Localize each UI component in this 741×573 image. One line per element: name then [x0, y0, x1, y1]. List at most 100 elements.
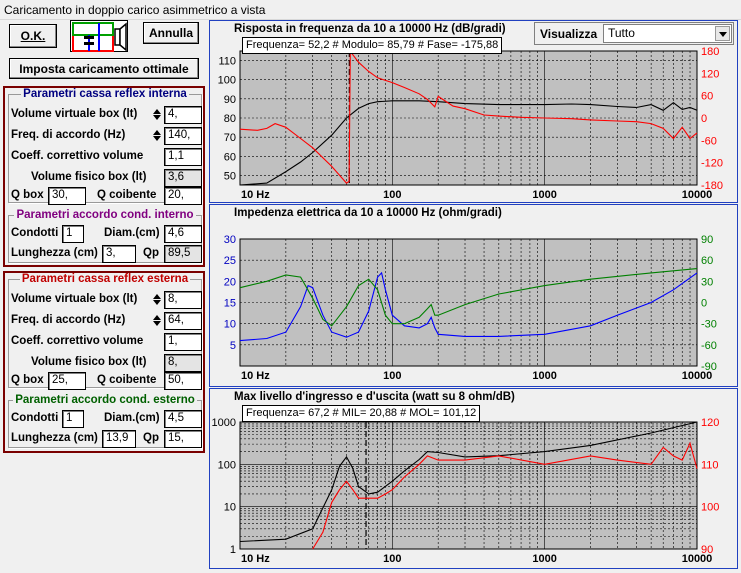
- external-condotti-label: Condotti: [11, 412, 59, 424]
- external-lung-input[interactable]: 13,9: [102, 430, 136, 448]
- external-freq-input[interactable]: 64,: [164, 312, 202, 330]
- visualizza-panel: Visualizza Tutto: [534, 22, 734, 45]
- internal-condotti-label: Condotti: [11, 227, 59, 239]
- internal-lung-input[interactable]: 3,: [102, 245, 136, 263]
- internal-freq-spinner[interactable]: [151, 127, 162, 145]
- y-tick-label-right: -30: [701, 319, 717, 331]
- external-volume-input[interactable]: 8,: [164, 291, 202, 309]
- external-physical-value: 8,: [164, 354, 202, 372]
- internal-physical-label: Volume fisico box (lt): [31, 171, 147, 183]
- internal-box-title: Parametri cassa reflex interna: [21, 88, 189, 100]
- external-diam-label: Diam.(cm): [104, 412, 160, 424]
- x-tick-label: 100: [383, 553, 401, 565]
- y-tick-label-right: 90: [701, 234, 713, 246]
- internal-volume-spinner[interactable]: [151, 106, 162, 124]
- y-tick-label-right: 60: [701, 91, 713, 103]
- external-coeff-input[interactable]: 1,: [164, 333, 202, 351]
- internal-duct-panel: Parametri accordo cond. interno Condotti…: [8, 209, 202, 263]
- external-duct-panel: Parametri accordo cond. esterno Condotti…: [8, 394, 202, 448]
- internal-qp-value: 89,5: [164, 245, 202, 263]
- external-volume-label: Volume virtuale box (lt): [11, 293, 138, 305]
- external-diam-input[interactable]: 4,5: [164, 410, 202, 428]
- internal-coeff-input[interactable]: 1,1: [164, 148, 202, 166]
- x-tick-label: 10 Hz: [241, 189, 270, 201]
- y-tick-label-right: 0: [701, 298, 707, 310]
- external-box-panel: Parametri cassa reflex esterna Volume vi…: [8, 273, 202, 390]
- chevron-down-icon[interactable]: [715, 26, 730, 41]
- external-freq-label: Freq. di accordo (Hz): [11, 314, 126, 326]
- external-qcoib-label: Q coibente: [97, 374, 157, 386]
- max-level-title: Max livello d'ingresso e d'uscita (watt …: [234, 391, 515, 403]
- external-qcoib-input[interactable]: 50,: [164, 372, 202, 390]
- frequency-response-title: Risposta in frequenza da 10 a 10000 Hz (…: [234, 23, 506, 35]
- external-coeff-label: Coeff. correttivo volume: [11, 335, 144, 347]
- y-tick-label-left: 20: [224, 276, 236, 288]
- x-tick-label: 1000: [532, 189, 556, 201]
- series-line-0: [239, 100, 698, 186]
- y-tick-label-left: 90: [224, 94, 236, 106]
- internal-volume-input[interactable]: 4,: [164, 106, 202, 124]
- internal-params-group: Parametri cassa reflex interna Volume vi…: [3, 86, 205, 267]
- external-volume-spinner[interactable]: [151, 291, 162, 309]
- impedance-plot[interactable]: 5 10 15 20 25 30 -90 -60 -30 0 30 60 90 10 Hz 100 1000 1…: [210, 205, 739, 388]
- y-tick-label-left: 1000: [212, 417, 236, 429]
- y-tick-label-right: 0: [701, 113, 707, 125]
- impedance-chart[interactable]: 5 10 15 20 25 30 -90 -60 -30 0 30 60 90 10 Hz 100 1000 1…: [209, 204, 738, 387]
- y-tick-label-right: -180: [701, 180, 723, 192]
- impedance-title: Impedenza elettrica da 10 a 10000 Hz (oh…: [234, 207, 502, 219]
- ok-button[interactable]: O.K.: [9, 24, 57, 48]
- internal-physical-value: 3,6: [164, 169, 202, 187]
- external-lung-label: Lunghezza (cm): [11, 432, 98, 444]
- y-tick-label-left: 25: [224, 255, 236, 267]
- series-line-1: [239, 50, 698, 184]
- internal-freq-input[interactable]: 140,: [164, 127, 202, 145]
- internal-box-panel: Parametri cassa reflex interna Volume vi…: [8, 88, 202, 205]
- external-box-title: Parametri cassa reflex esterna: [19, 273, 191, 285]
- y-tick-label-left: 110: [218, 56, 236, 68]
- y-tick-label-right: 60: [701, 255, 713, 267]
- annulla-button[interactable]: Annulla: [143, 22, 199, 44]
- y-tick-label-right: -60: [701, 340, 717, 352]
- external-duct-title: Parametri accordo cond. esterno: [13, 394, 197, 406]
- x-tick-label: 10 Hz: [241, 553, 270, 565]
- imposta-caricamento-button[interactable]: Imposta caricamento ottimale: [9, 58, 199, 79]
- window-title: Caricamento in doppio carico asimmetrico…: [4, 3, 266, 17]
- visualizza-selected-value: Tutto: [608, 26, 635, 40]
- external-qp-input[interactable]: 15,: [164, 430, 202, 448]
- x-tick-label: 1000: [532, 553, 556, 565]
- internal-diam-input[interactable]: 4,6: [164, 225, 202, 243]
- y-tick-label-left: 5: [230, 340, 236, 352]
- y-tick-label-left: 30: [224, 234, 236, 246]
- frequency-response-readout: Frequenza= 52,2 # Modulo= 85,79 # Fase= …: [242, 37, 503, 54]
- series-line-0: [239, 421, 698, 543]
- frequency-response-plot[interactable]: 50 60 70 80 90 100 110 -180 -120 -60 0 60 120 180 10 H…: [210, 21, 739, 204]
- internal-condotti-input[interactable]: 1: [62, 225, 84, 243]
- internal-qbox-label: Q box: [11, 189, 44, 201]
- y-tick-label-left: 10: [224, 319, 236, 331]
- y-tick-label-right: 30: [701, 276, 713, 288]
- x-tick-label: 10000: [682, 370, 713, 382]
- internal-qbox-input[interactable]: 30,: [48, 187, 86, 205]
- internal-coeff-label: Coeff. correttivo volume: [11, 150, 144, 162]
- external-condotti-input[interactable]: 1: [62, 410, 84, 428]
- y-tick-label-right: 180: [701, 46, 719, 58]
- y-tick-label-left: 1: [230, 544, 236, 556]
- external-qbox-input[interactable]: 25,: [48, 372, 86, 390]
- frequency-response-chart[interactable]: 50 60 70 80 90 100 110 -180 -120 -60 0 60 120 180 10 H…: [209, 20, 738, 203]
- max-level-chart[interactable]: 1 10 100 1000 90 100 110 120 10 Hz 100 1000 10000 M…: [209, 388, 738, 569]
- internal-qcoib-input[interactable]: 20,: [164, 187, 202, 205]
- x-tick-label: 100: [383, 189, 401, 201]
- visualizza-label: Visualizza: [540, 27, 598, 41]
- y-tick-label-right: 100: [701, 502, 719, 514]
- y-tick-label-right: -60: [701, 135, 717, 147]
- y-tick-label-right: -90: [701, 361, 717, 373]
- visualizza-select[interactable]: Tutto: [603, 24, 732, 43]
- y-tick-label-right: 120: [701, 68, 719, 80]
- series-line-0: [239, 271, 698, 342]
- y-tick-label-left: 100: [218, 459, 236, 471]
- y-tick-label-left: 10: [224, 502, 236, 514]
- external-freq-spinner[interactable]: [151, 312, 162, 330]
- y-tick-label-left: 70: [224, 132, 236, 144]
- x-tick-label: 10 Hz: [241, 370, 270, 382]
